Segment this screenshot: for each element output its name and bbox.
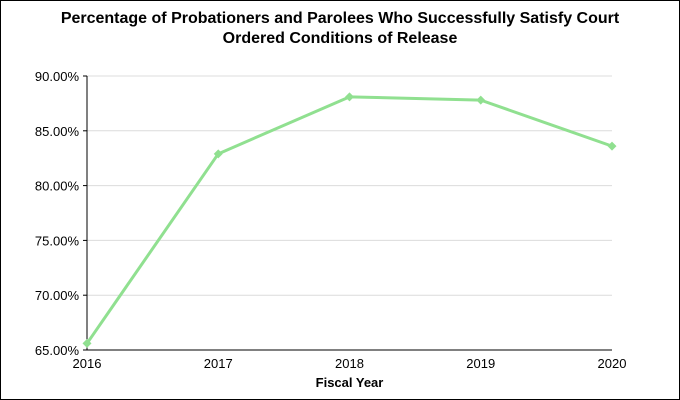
- y-tick-label: 80.00%: [35, 179, 80, 194]
- y-tick-label: 70.00%: [35, 288, 80, 303]
- series: [82, 92, 617, 348]
- chart-title-line-2: Ordered Conditions of Release: [222, 30, 458, 47]
- x-tick-label: 2016: [73, 356, 102, 371]
- chart-title: Percentage of Probationers and Parolees …: [0, 9, 680, 49]
- series-line: [85, 95, 614, 345]
- x-tick-label: 2020: [598, 356, 627, 371]
- gridlines: [87, 75, 612, 296]
- x-tick-label: 2018: [335, 356, 364, 371]
- y-tick-labels: 90.00% 85.00% 80.00% 75.00% 70.00% 65.00%: [35, 69, 87, 358]
- x-tick-labels: 2016 2017 2018 2019 2020: [73, 356, 627, 371]
- x-tick-label: 2019: [466, 356, 495, 371]
- data-point-marker: [345, 92, 354, 102]
- x-tick-label: 2017: [204, 356, 233, 371]
- data-point-marker: [476, 95, 486, 105]
- x-axis-title: Fiscal Year: [316, 375, 384, 390]
- y-tick-label: 65.00%: [35, 343, 80, 358]
- data-point-marker: [82, 338, 92, 348]
- data-point-marker: [213, 149, 223, 159]
- chart-title-line-1: Percentage of Probationers and Parolees …: [60, 10, 620, 27]
- y-tick-label: 90.00%: [35, 69, 80, 84]
- y-tick-label: 75.00%: [35, 233, 80, 248]
- axes: [86, 76, 612, 351]
- data-point-marker: [607, 141, 617, 151]
- y-tick-label: 85.00%: [35, 124, 80, 139]
